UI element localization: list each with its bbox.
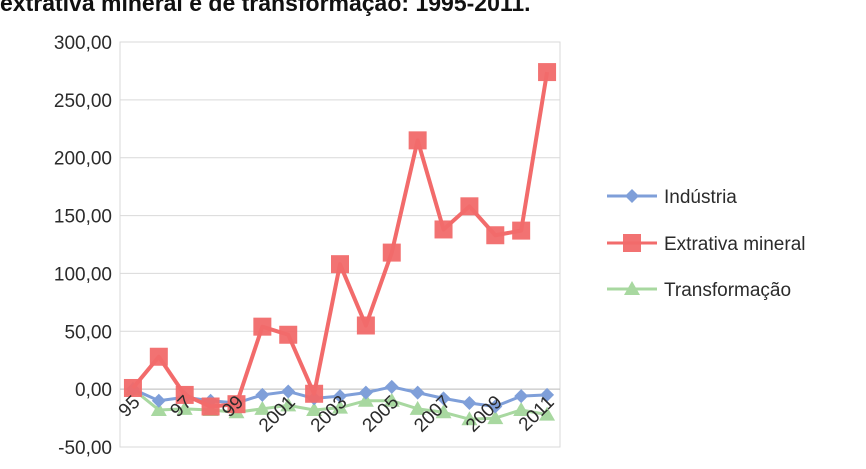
data-point: [462, 396, 477, 411]
data-point: [333, 389, 347, 404]
data-point: [436, 391, 451, 406]
data-point: [305, 384, 324, 403]
y-tick-label: 200,00: [54, 149, 112, 170]
data-point: [408, 131, 427, 150]
data-point: [227, 395, 246, 414]
data-point: [123, 378, 142, 397]
y-tick-label: 150,00: [54, 207, 112, 228]
data-point: [281, 384, 296, 399]
data-point: [487, 410, 504, 425]
data-point: [306, 401, 323, 416]
data-point: [488, 399, 503, 414]
data-point: [280, 397, 297, 412]
legend-label: Extrativa mineral: [664, 234, 806, 255]
data-point: [175, 385, 194, 404]
data-point: [253, 317, 272, 336]
data-point: [435, 404, 452, 419]
data-point: [434, 220, 453, 239]
data-point: [254, 400, 271, 415]
legend-marker: [625, 189, 639, 203]
data-point: [149, 347, 168, 366]
y-tick-label: -50,00: [58, 438, 112, 459]
series-line: [131, 71, 550, 409]
data-point: [382, 243, 401, 262]
data-point: [538, 63, 557, 82]
data-point: [384, 379, 399, 394]
y-tick-label: 0,00: [75, 380, 112, 401]
data-point: [255, 387, 270, 402]
legend-label: Transformação: [664, 280, 791, 301]
data-point: [540, 387, 555, 402]
data-point: [539, 406, 556, 421]
data-point: [513, 401, 530, 416]
y-tick-label: 100,00: [54, 264, 112, 285]
data-point: [151, 393, 166, 408]
data-point: [409, 400, 426, 415]
data-point: [356, 316, 375, 335]
y-tick-label: 250,00: [54, 91, 112, 112]
data-point: [357, 392, 374, 407]
data-point: [201, 397, 220, 416]
data-point: [176, 400, 193, 415]
data-point: [150, 401, 167, 416]
data-point: [383, 392, 400, 407]
legend-label: Indústria: [664, 187, 737, 208]
legend-marker: [623, 234, 641, 252]
data-point: [486, 226, 505, 245]
data-point: [512, 221, 531, 240]
chart-title: extrativa mineral e de transformação: 19…: [0, 0, 531, 16]
data-point: [279, 325, 298, 344]
data-point: [410, 385, 425, 400]
data-point: [358, 385, 373, 400]
y-tick-label: 50,00: [64, 322, 112, 343]
data-point: [331, 255, 349, 274]
data-point: [460, 197, 479, 216]
y-tick-label: 300,00: [54, 33, 112, 54]
data-point: [332, 399, 348, 414]
legend-marker: [624, 281, 640, 295]
data-point: [514, 389, 529, 404]
data-point: [461, 411, 478, 426]
